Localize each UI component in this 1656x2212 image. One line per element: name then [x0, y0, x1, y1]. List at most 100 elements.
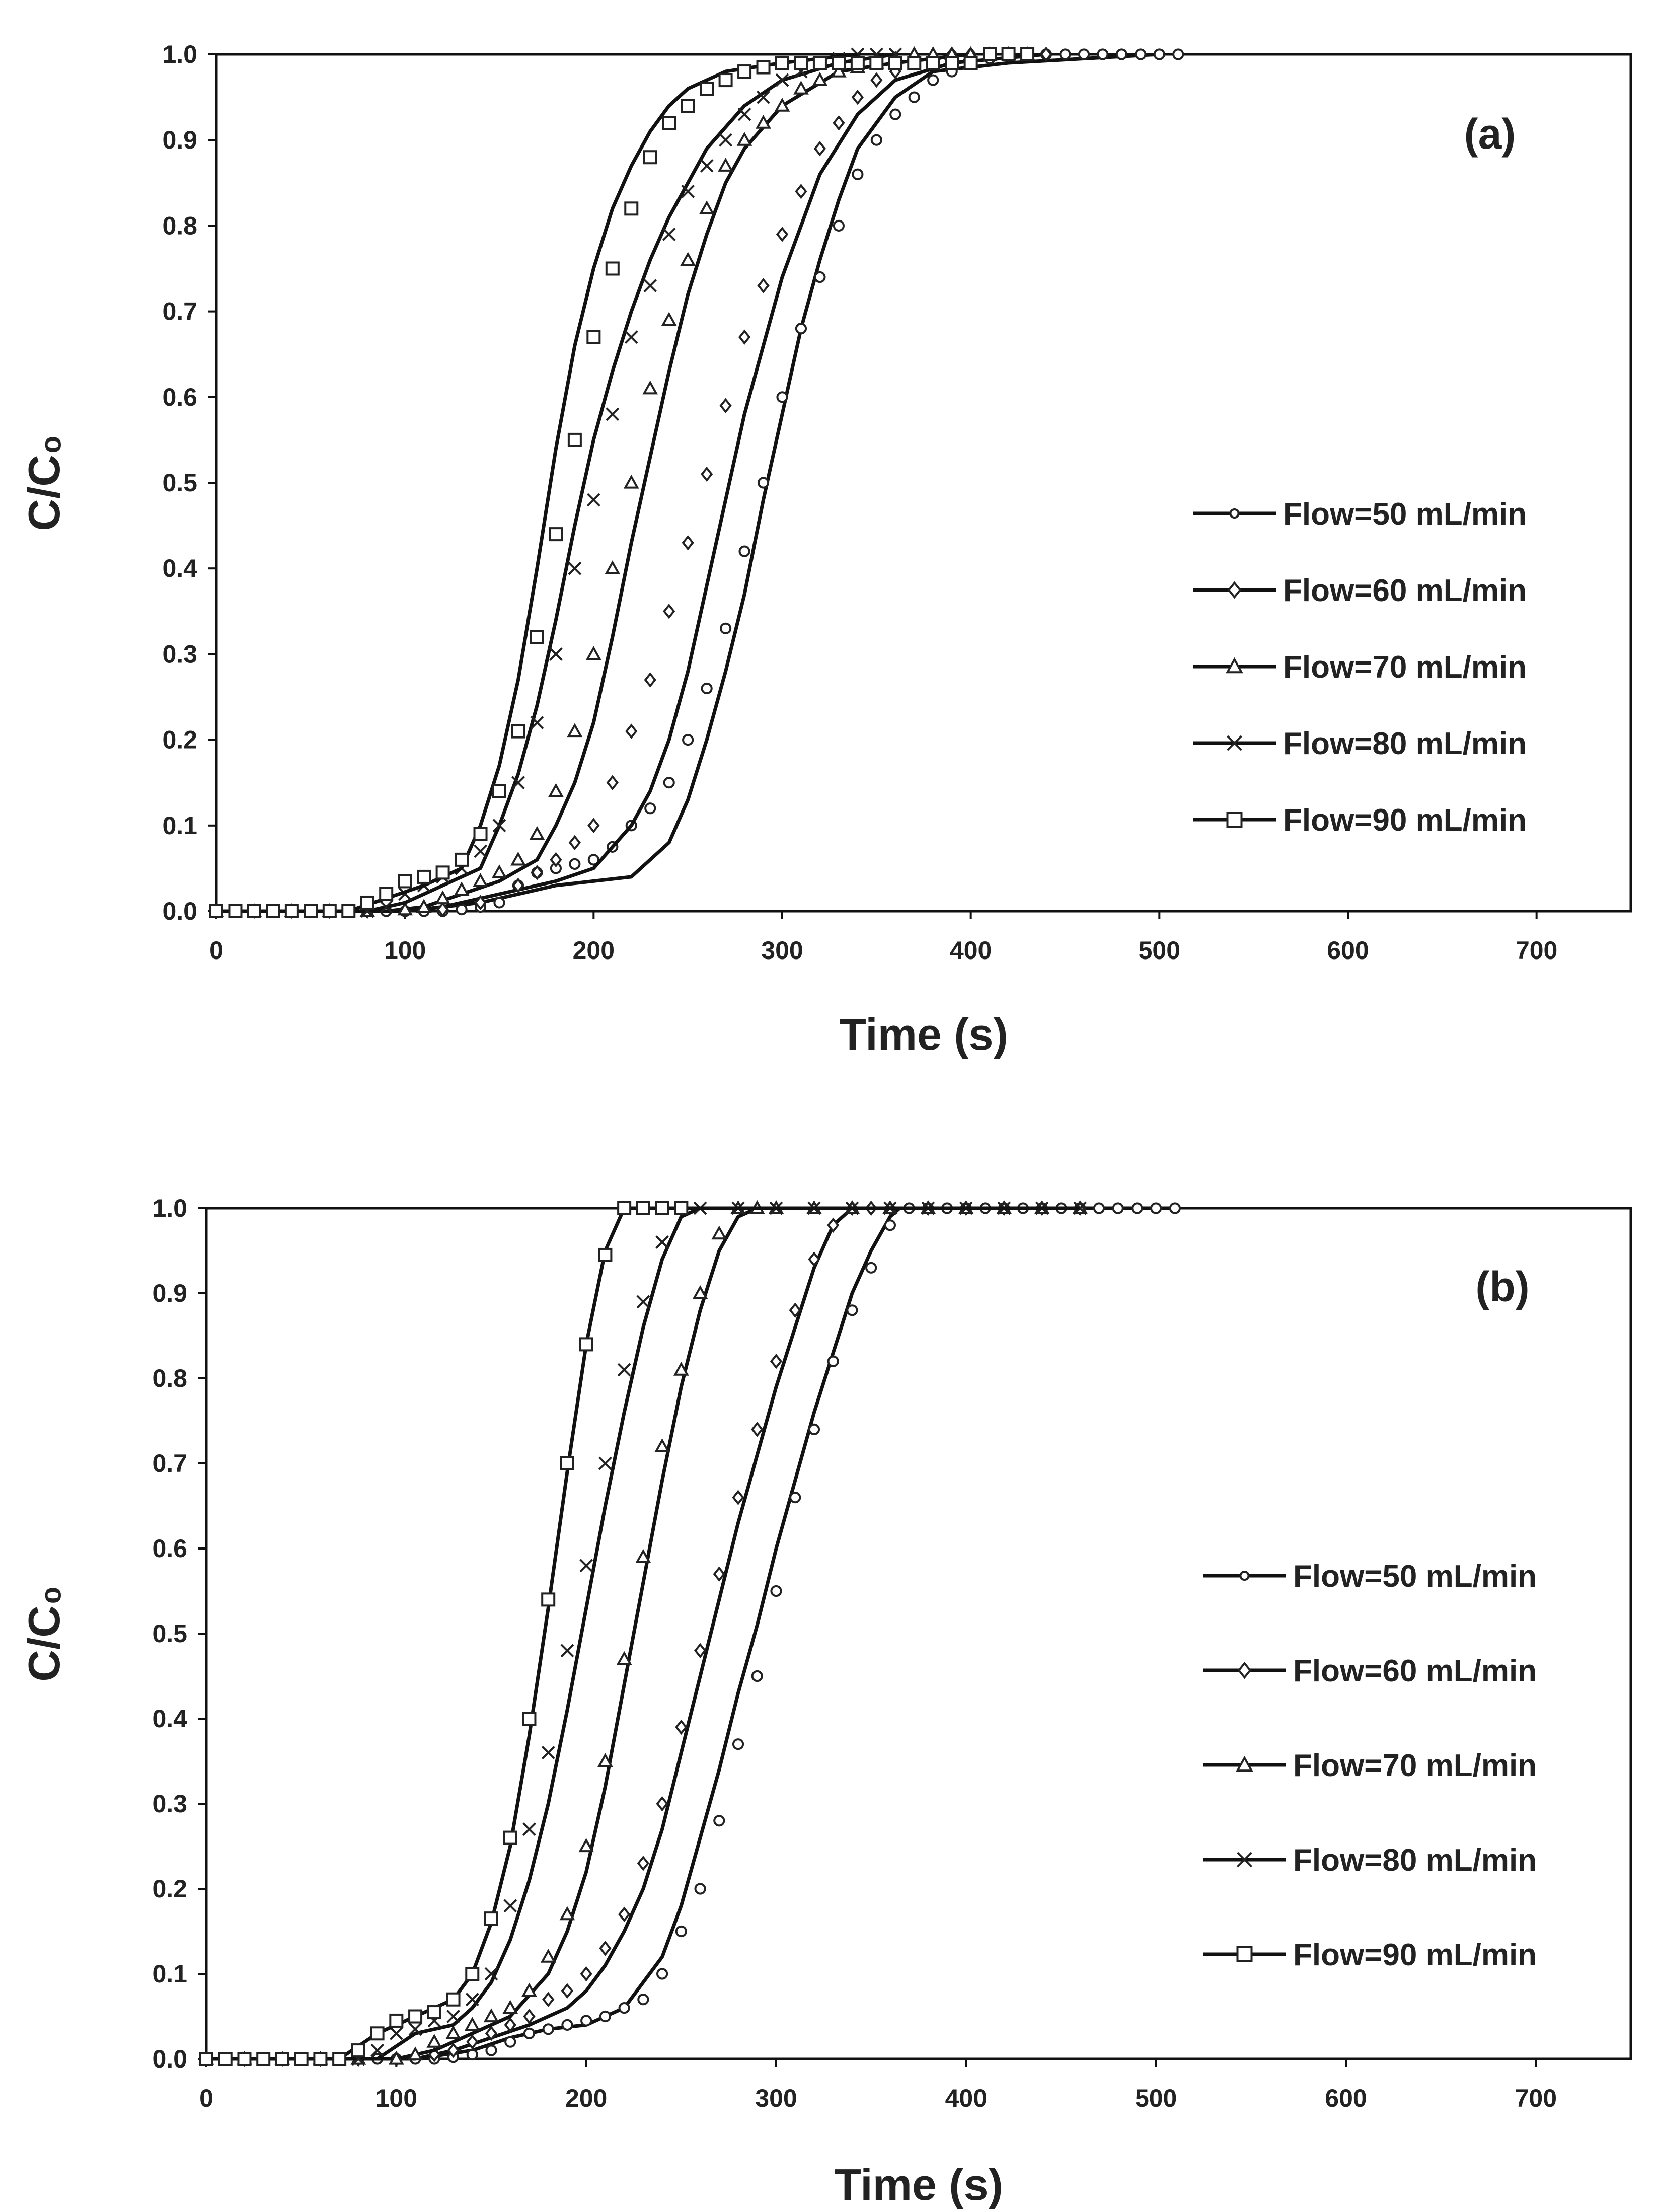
data-point: [492, 819, 506, 833]
data-point: [580, 2015, 592, 2027]
data-point: [675, 1925, 687, 1938]
data-point: [616, 1651, 632, 1665]
data-point: [832, 56, 846, 70]
data-point: [889, 108, 901, 120]
data-point: [775, 73, 789, 87]
series-line: [206, 1206, 1175, 2061]
data-point: [360, 895, 374, 910]
data-point: [408, 2022, 422, 2036]
data-point: [504, 2036, 516, 2048]
data-point: [681, 99, 695, 113]
data-point: [794, 56, 808, 70]
data-point: [511, 724, 525, 739]
data-point: [332, 2052, 347, 2066]
data-point: [983, 47, 997, 61]
data-point: [379, 887, 394, 901]
data-point: [209, 904, 223, 918]
x-tick-label: 500: [1139, 936, 1180, 965]
data-point: [637, 1856, 650, 1871]
data-point: [795, 184, 807, 199]
data-point: [531, 865, 544, 880]
legend-label: Flow=70 mL/min: [1293, 1748, 1537, 1783]
data-point: [464, 2017, 480, 2031]
series-line: [206, 1206, 1080, 2061]
series-5: [209, 47, 1035, 918]
legend-marker: [1227, 581, 1242, 599]
data-point: [851, 89, 864, 105]
data-point: [466, 2048, 478, 2061]
data-point: [247, 904, 261, 918]
data-point: [827, 1355, 839, 1367]
data-point: [663, 777, 675, 789]
data-point: [379, 900, 393, 914]
y-tick-label: 0.5: [152, 1619, 187, 1648]
x-tick-label: 400: [950, 936, 992, 965]
legend-item: Flow=50 mL/min: [1193, 497, 1527, 532]
y-axis-title: C/C₀: [19, 1585, 69, 1681]
y-tick-label: 0.4: [162, 554, 197, 582]
data-point: [1112, 1202, 1124, 1214]
x-tick-label: 700: [1515, 2084, 1557, 2112]
data-point: [1097, 48, 1109, 60]
data-point: [542, 1992, 555, 2007]
legend-item: Flow=50 mL/min: [1203, 1559, 1537, 1594]
series-2: [210, 46, 1052, 919]
data-point: [795, 323, 807, 335]
data-point: [963, 56, 978, 70]
x-axis-title: Time (s): [839, 1009, 1008, 1059]
data-point: [713, 1566, 725, 1582]
data-point: [1073, 1201, 1087, 1215]
data-point: [756, 60, 771, 75]
series-5: [199, 1201, 1080, 2066]
data-point: [1169, 1202, 1181, 1214]
data-point: [927, 74, 939, 86]
data-point: [643, 279, 657, 292]
data-point: [455, 852, 469, 867]
data-point: [474, 844, 487, 858]
data-point: [1040, 46, 1052, 62]
series-line: [206, 1206, 1080, 2061]
data-point: [567, 432, 582, 447]
y-tick-label: 1.0: [152, 1194, 187, 1222]
data-point: [719, 398, 732, 414]
data-point: [846, 1304, 858, 1316]
data-point: [598, 1247, 613, 1262]
data-point: [618, 1906, 631, 1922]
legend-marker: [1227, 735, 1242, 751]
data-point: [776, 391, 788, 403]
data-point: [568, 835, 581, 851]
data-point: [720, 622, 732, 634]
x-axis-title: Time (s): [834, 2160, 1003, 2209]
data-point: [522, 1712, 537, 1726]
data-point: [1150, 1202, 1162, 1214]
data-point: [1020, 47, 1035, 61]
y-tick-label: 0.1: [152, 1960, 187, 1988]
data-point: [808, 1251, 820, 1267]
data-point: [654, 1438, 670, 1452]
data-point: [926, 56, 940, 70]
series-line: [206, 1206, 1080, 2061]
y-tick-label: 0.9: [152, 1279, 187, 1307]
data-point: [789, 1302, 801, 1318]
data-point: [661, 312, 677, 326]
data-point: [446, 2010, 460, 2023]
data-point: [561, 1983, 574, 1999]
data-point: [483, 2008, 499, 2023]
data-point: [711, 1225, 727, 1240]
data-point: [522, 1822, 536, 1836]
data-point: [774, 98, 790, 112]
y-axis-title: C/C₀: [19, 434, 69, 531]
series-line: [216, 52, 1160, 913]
data-point: [757, 477, 770, 489]
data-point: [813, 141, 826, 157]
y-tick-label: 0.7: [162, 298, 197, 326]
x-tick-label: 300: [755, 2084, 797, 2112]
data-point: [605, 261, 620, 276]
data-point: [389, 2026, 403, 2040]
data-point: [623, 474, 639, 489]
data-point: [435, 890, 450, 905]
series-line: [216, 52, 1046, 913]
data-point: [694, 1643, 707, 1659]
y-tick-label: 0.6: [152, 1534, 187, 1563]
data-point: [701, 682, 713, 695]
